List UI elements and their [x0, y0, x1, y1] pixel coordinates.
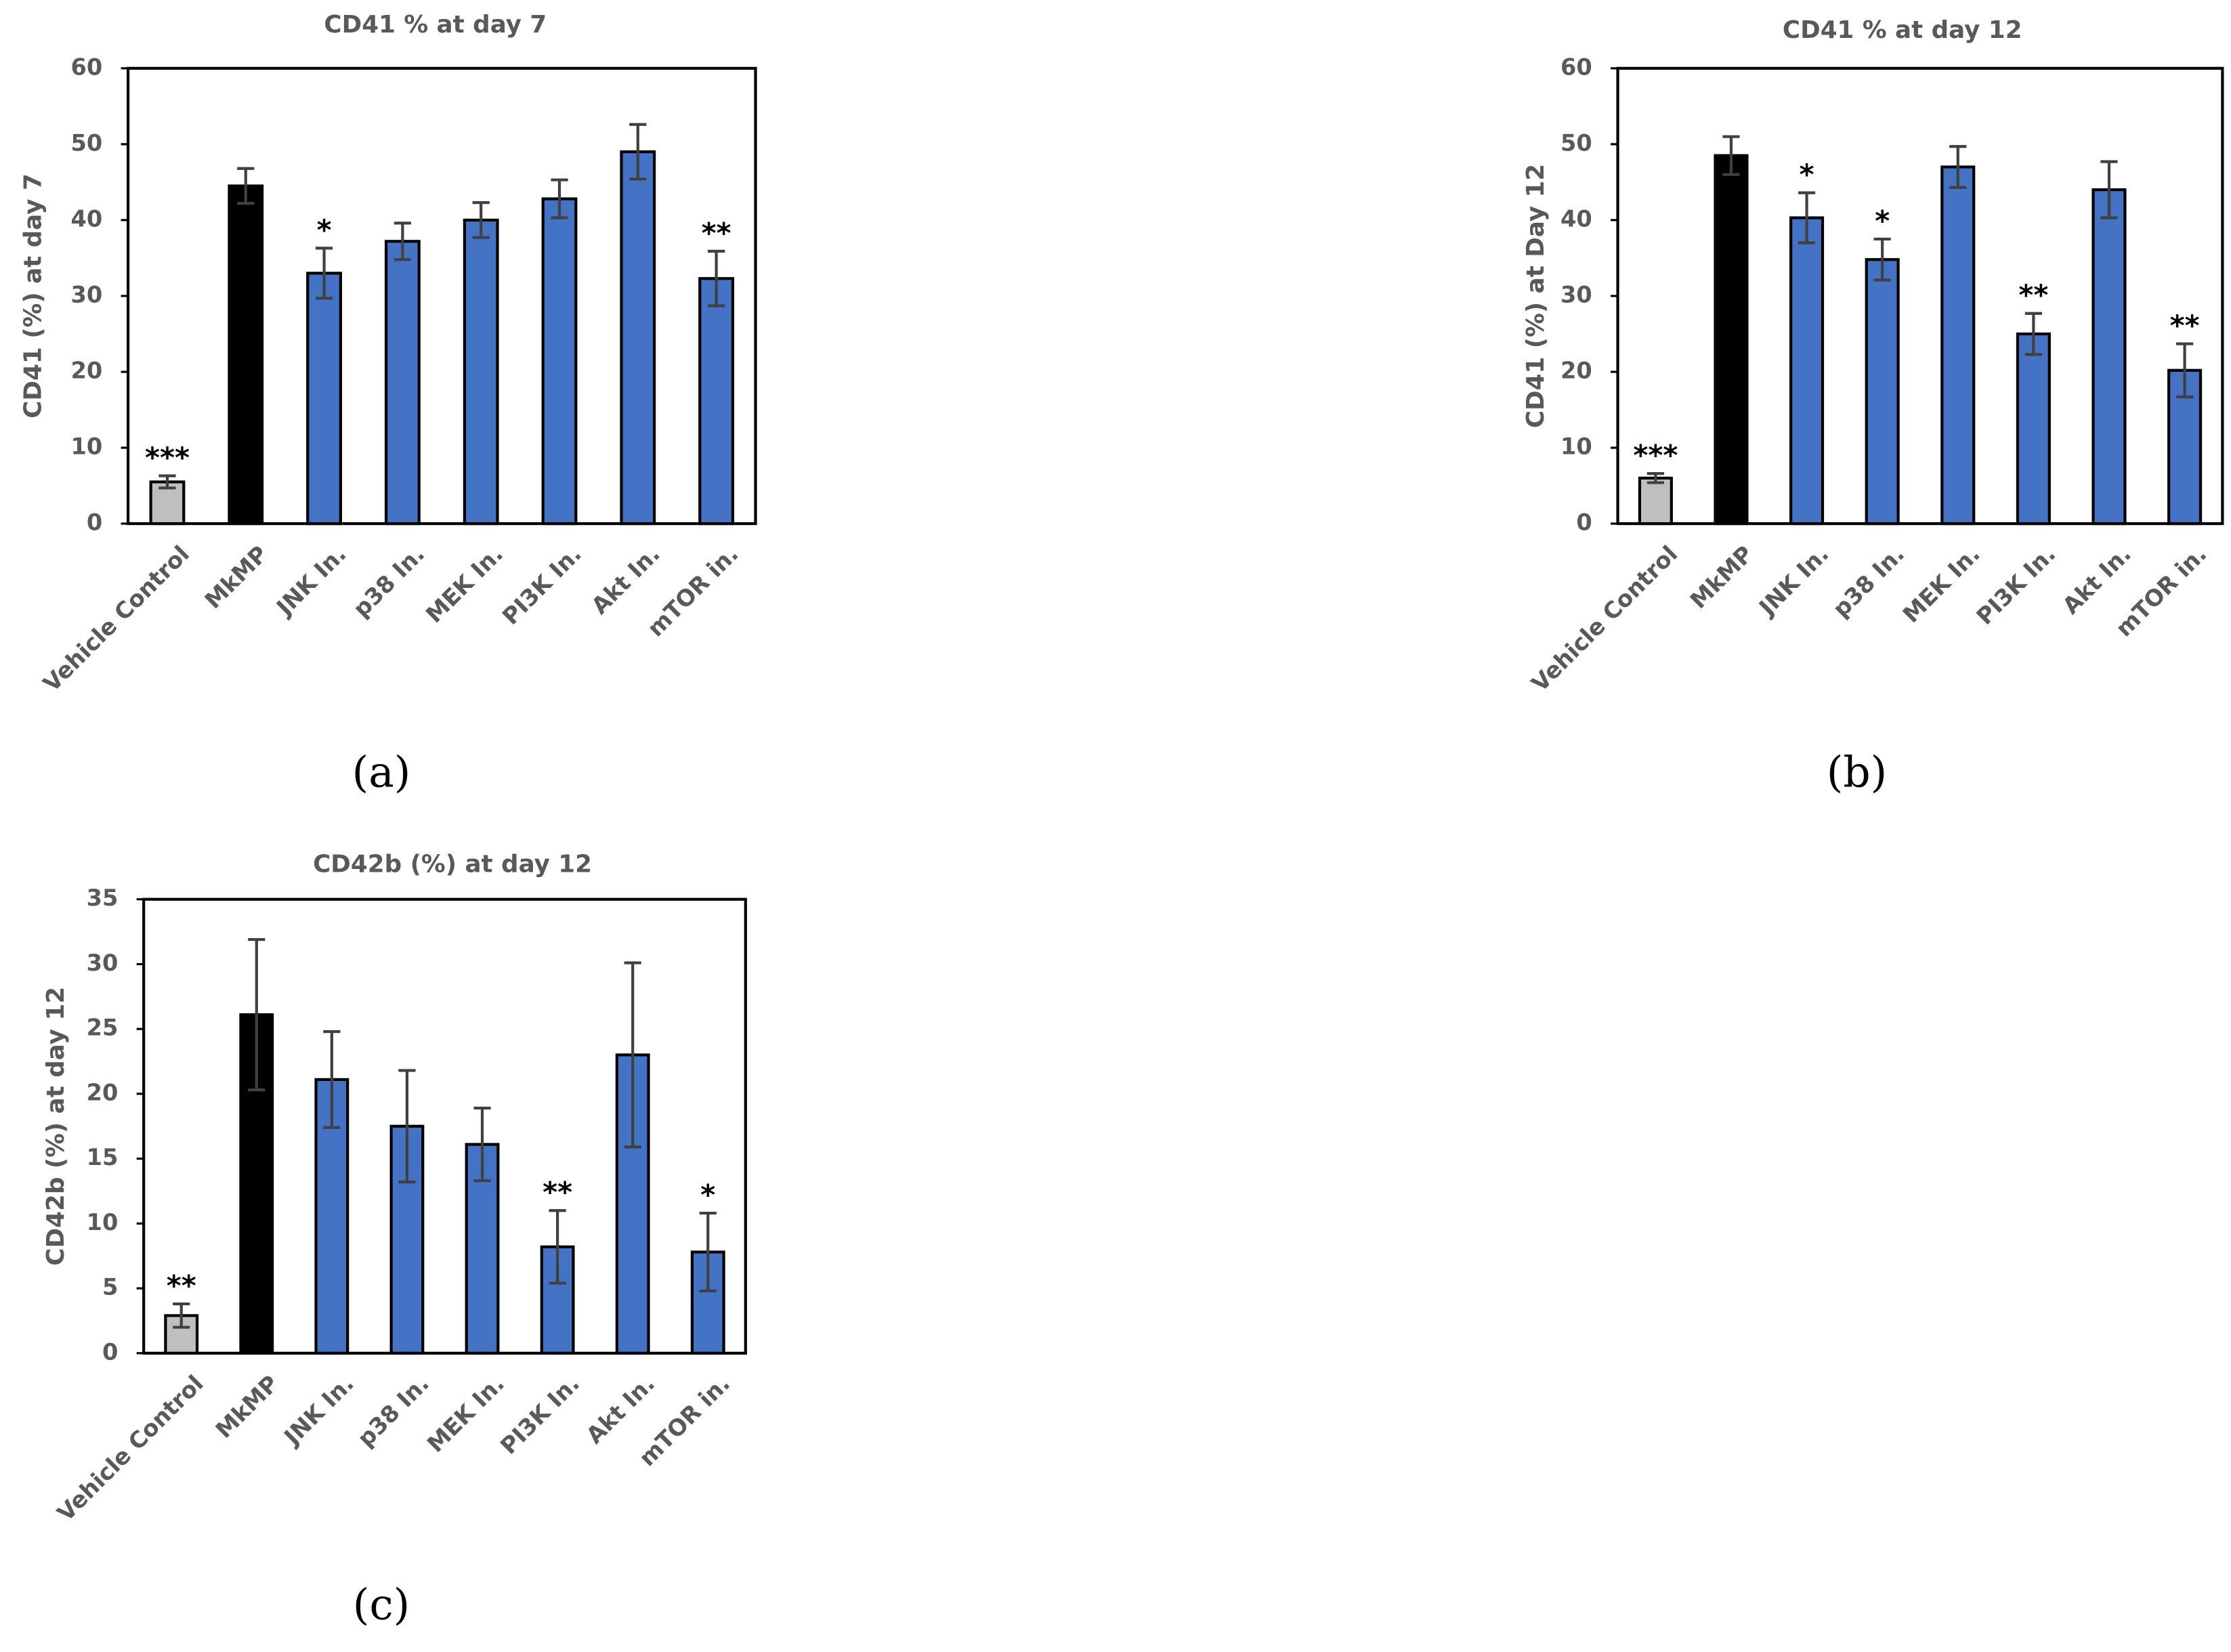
y-tick-label: 40 — [1560, 205, 1592, 232]
significance-label: * — [1800, 158, 1814, 191]
bar — [1865, 258, 1900, 526]
x-tick-label: PI3K In. — [495, 1370, 585, 1460]
x-tick-label: Vehicle Control — [1527, 541, 1683, 697]
x-tick-label: JNK In. — [278, 1370, 359, 1451]
x-tick-label: MkMP — [200, 541, 273, 614]
x-tick-label: p38 In. — [352, 1370, 434, 1452]
significance-label: ** — [543, 1176, 572, 1209]
y-tick-label: 10 — [70, 433, 102, 460]
y-tick-label: 0 — [87, 509, 102, 536]
significance-label: ** — [702, 216, 731, 249]
chart-title: CD41 % at day 12 — [1783, 16, 2022, 44]
y-tick-label: 30 — [1560, 281, 1592, 308]
y-tick-label: 35 — [87, 885, 119, 911]
bar — [2167, 368, 2203, 526]
x-tick-label: MkMP — [1685, 541, 1758, 614]
chart-title: CD41 % at day 7 — [324, 11, 547, 39]
x-tick-label: Akt In. — [581, 1370, 660, 1449]
x-tick-label: PI3K In. — [1972, 541, 2061, 630]
y-tick-label: 30 — [87, 950, 119, 976]
x-tick-label: MEK In. — [422, 1370, 509, 1458]
y-tick-label: 20 — [70, 358, 102, 384]
panel-label: (a) — [352, 747, 411, 797]
significance-label: ** — [167, 1269, 196, 1302]
x-tick-label: p38 In. — [1827, 541, 1909, 622]
bar — [698, 277, 735, 526]
bar — [463, 218, 499, 526]
significance-label: * — [700, 1178, 715, 1211]
x-tick-label: Akt In. — [587, 541, 665, 619]
significance-label: * — [1875, 204, 1890, 237]
y-tick-label: 0 — [102, 1338, 118, 1365]
chart-panel: CD42b (%) at day 12 CD42b (%) at day 12 (c… — [42, 850, 747, 1629]
bar — [2016, 332, 2051, 526]
y-tick-label: 60 — [70, 54, 102, 80]
chart-panel: CD41 % at day 7 CD41 (%) at day 7 (a) 0 10 20… — [19, 11, 757, 797]
bar — [228, 184, 264, 526]
y-tick-label: 20 — [87, 1079, 119, 1105]
y-axis-label: CD41 (%) at day 7 — [19, 173, 47, 418]
bar — [306, 272, 343, 526]
bar — [389, 1124, 425, 1355]
significance-label: ** — [2018, 278, 2048, 312]
bar — [2091, 188, 2127, 526]
x-tick-label: p38 In. — [348, 541, 430, 622]
y-tick-label: 15 — [87, 1144, 119, 1170]
y-tick-label: 30 — [70, 281, 102, 308]
bar — [1940, 165, 1976, 526]
panel-label: (b) — [1827, 747, 1888, 797]
y-tick-label: 10 — [87, 1209, 119, 1235]
significance-label: ** — [2170, 309, 2200, 342]
x-tick-label: Vehicle Control — [38, 541, 194, 697]
bar — [1714, 154, 1749, 526]
y-tick-label: 0 — [1576, 509, 1592, 536]
x-tick-label: Akt In. — [2058, 541, 2136, 619]
chart-panel: CD41 % at day 12 CD41 (%) at Day 12 (b) 0 10… — [1522, 16, 2224, 797]
bar — [384, 240, 421, 526]
bar — [1789, 216, 1825, 526]
bar — [620, 150, 656, 526]
x-tick-label: Vehicle Control — [52, 1370, 209, 1527]
y-tick-label: 40 — [70, 205, 102, 232]
y-tick-label: 60 — [1560, 54, 1592, 80]
bar — [541, 197, 578, 526]
x-tick-label: JNK In. — [270, 541, 351, 621]
significance-label: *** — [1633, 439, 1678, 472]
plot-frame — [1616, 66, 2224, 526]
y-tick-label: 50 — [1560, 129, 1592, 156]
x-tick-label: MEK In. — [421, 541, 508, 628]
y-tick-label: 25 — [87, 1015, 119, 1041]
x-tick-label: MEK In. — [1898, 541, 1985, 628]
x-tick-label: PI3K In. — [497, 541, 587, 630]
x-tick-label: JNK In. — [1753, 541, 1833, 621]
significance-label: *** — [145, 441, 190, 474]
bar — [1638, 476, 1673, 526]
plot-frame — [126, 66, 757, 526]
chart-title: CD42b (%) at day 12 — [313, 850, 592, 878]
panel-label: (c) — [353, 1580, 410, 1629]
y-tick-label: 10 — [1560, 433, 1592, 460]
plot-frame — [142, 897, 747, 1355]
y-tick-label: 50 — [70, 129, 102, 156]
y-tick-label: 20 — [1560, 358, 1592, 384]
y-axis-label: CD41 (%) at Day 12 — [1522, 164, 1550, 428]
x-tick-label: MkMP — [211, 1370, 284, 1443]
significance-label: * — [317, 213, 332, 247]
y-axis-label: CD42b (%) at day 12 — [42, 987, 70, 1266]
y-tick-label: 5 — [102, 1274, 118, 1300]
